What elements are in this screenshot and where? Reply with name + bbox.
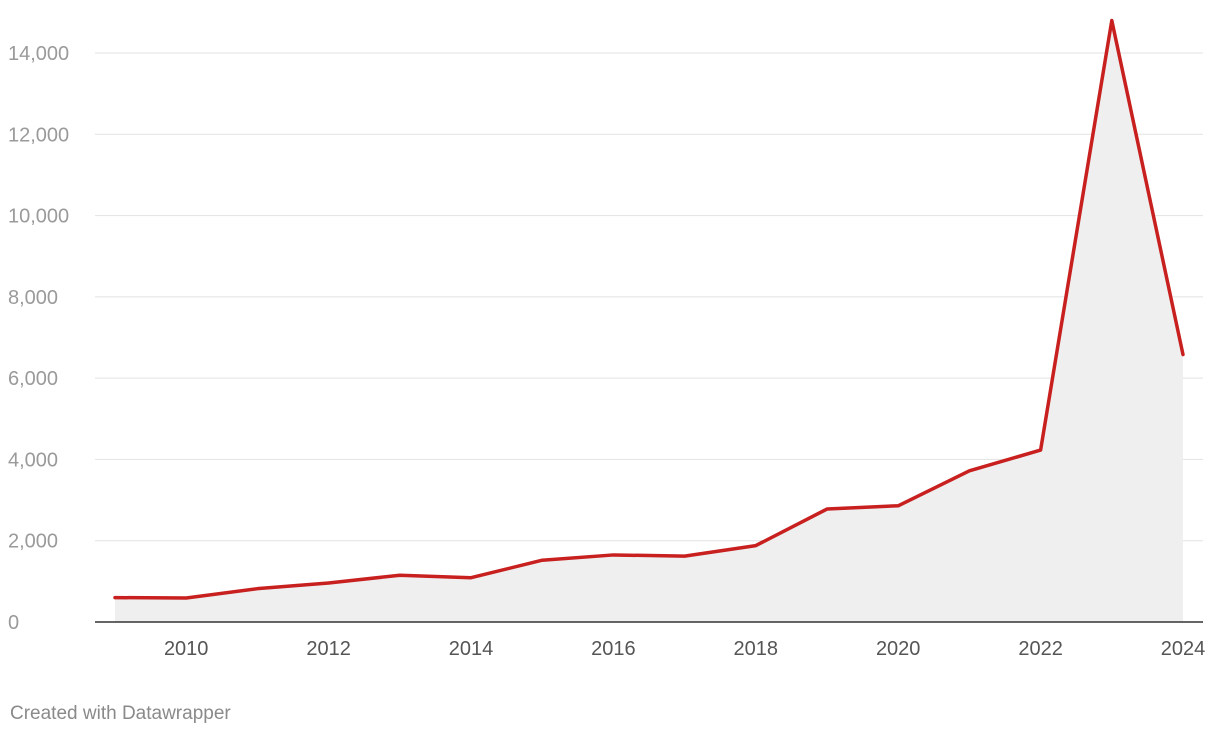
series-line — [113, 18, 1185, 600]
x-tick-label-2022: 2022 — [1018, 638, 1063, 660]
x-tick-label-2020: 2020 — [876, 638, 921, 660]
y-tick-label-2000: 2,000 — [8, 531, 58, 553]
x-tick-label-2018: 2018 — [734, 638, 779, 660]
credit-text: Created with Datawrapper — [10, 703, 231, 724]
x-tick-label-2016: 2016 — [591, 638, 636, 660]
y-tick-label-12000: 12,000 — [8, 124, 69, 146]
x-tick-label-2024: 2024 — [1161, 638, 1206, 660]
y-tick-label-8000: 8,000 — [8, 287, 58, 309]
x-tick-label-2010: 2010 — [164, 638, 209, 660]
x-tick-label-2012: 2012 — [306, 638, 351, 660]
y-tick-label-10000: 10,000 — [8, 206, 69, 228]
y-tick-label-0: 0 — [8, 612, 19, 634]
y-tick-label-14000: 14,000 — [8, 43, 69, 65]
series-area — [115, 20, 1183, 622]
y-tick-label-4000: 4,000 — [8, 449, 58, 471]
x-tick-label-2014: 2014 — [449, 638, 494, 660]
y-tick-label-6000: 6,000 — [8, 368, 58, 390]
line-chart: 0 2,000 4,000 6,000 8,000 10,000 12,000 14,000 2… — [8, 18, 1206, 660]
